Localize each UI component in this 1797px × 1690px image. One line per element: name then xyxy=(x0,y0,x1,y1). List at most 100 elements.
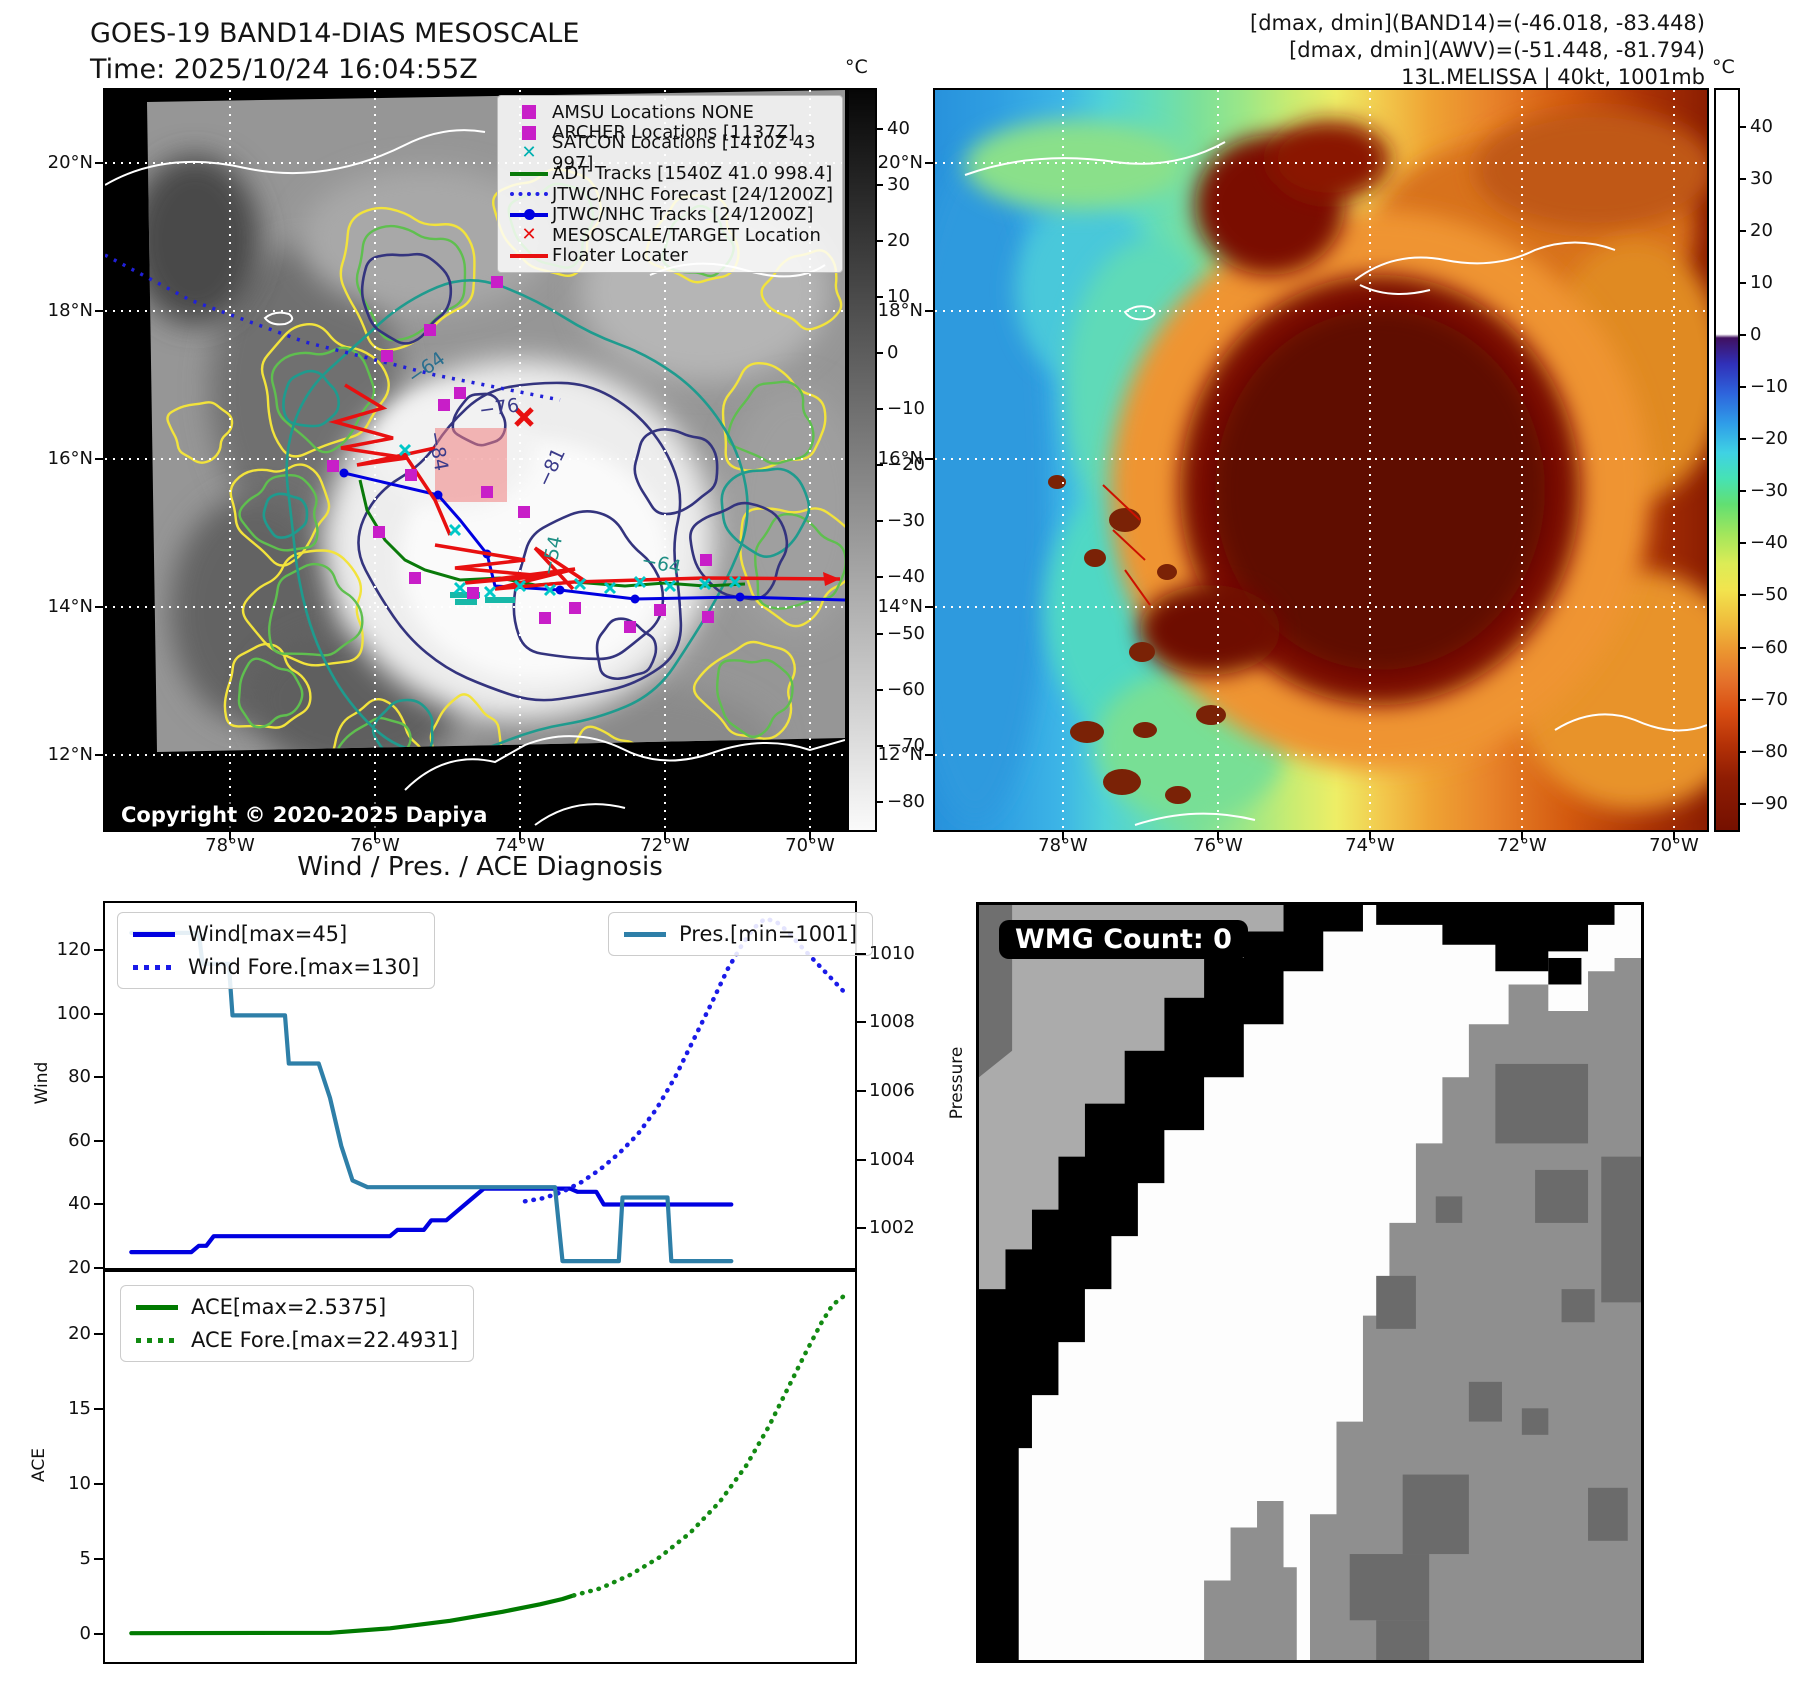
tick-label: 30 xyxy=(887,174,910,196)
tick-label: 12°N xyxy=(47,744,93,765)
floater-line-icon xyxy=(510,253,548,258)
tick-mark xyxy=(94,1407,105,1410)
tick-label: −10 xyxy=(887,398,925,420)
tick-mark xyxy=(875,240,883,243)
tick-mark xyxy=(855,1227,866,1230)
amsu-marker-icon xyxy=(522,105,536,120)
legend-item-wind: Wind[max=45] xyxy=(133,922,419,946)
tick-label: 16°N xyxy=(47,448,93,469)
tick-label: 74°W xyxy=(495,835,545,856)
tick-mark xyxy=(875,128,883,130)
tick-mark xyxy=(1521,830,1523,840)
mesoscale-target-box xyxy=(435,428,507,502)
legend-label: Pres.[min=1001] xyxy=(679,922,858,946)
tick-label: 1004 xyxy=(869,1148,915,1170)
legend-label: JTWC/NHC Tracks [24/1200Z] xyxy=(552,204,814,226)
tick-mark xyxy=(95,310,105,312)
tick-mark xyxy=(374,830,376,840)
tick-label: −80 xyxy=(1750,740,1788,762)
legend-label: ADT Tracks [1540Z 41.0 998.4] xyxy=(552,163,833,185)
tick-label: 10 xyxy=(1750,271,1773,293)
archer-location-markers xyxy=(327,276,714,633)
tick-mark xyxy=(855,952,866,955)
band14-colorbar-unit: °C xyxy=(845,56,868,78)
series-ace xyxy=(129,1593,576,1636)
storm-info: [dmax, dmin](BAND14)=(-46.018, -83.448) … xyxy=(1250,10,1705,91)
awv-colorbar-unit: °C xyxy=(1712,56,1735,78)
tick-mark xyxy=(1369,830,1371,840)
legend-item-floater: Floater Locater xyxy=(506,245,834,267)
ace-line-icon xyxy=(136,1304,178,1310)
tick-label: −20 xyxy=(1750,428,1788,450)
tick-label: 0 xyxy=(887,342,899,364)
tick-label: −70 xyxy=(887,734,925,756)
tick-label: 20 xyxy=(68,1322,91,1344)
tick-label: −30 xyxy=(1750,480,1788,502)
tick-mark xyxy=(1062,830,1064,840)
tick-label: 20 xyxy=(68,1257,91,1278)
tick-label: 70°W xyxy=(1649,835,1699,856)
band14-title: GOES-19 BAND14-DIAS MESOSCALE Time: 2025… xyxy=(90,16,579,88)
tick-label: 20°N xyxy=(877,152,923,173)
awv-coastlines xyxy=(964,141,1707,826)
tick-label: 0 xyxy=(1750,323,1762,345)
tick-label: −70 xyxy=(1750,688,1788,710)
tick-mark xyxy=(95,606,105,608)
tick-mark xyxy=(1217,830,1219,840)
series-ace-fore- xyxy=(571,1293,847,1598)
ace-axis-title: ACE xyxy=(29,1448,49,1482)
tick-label: 78°W xyxy=(1038,835,1088,856)
tick-label: −60 xyxy=(887,678,925,700)
awv-map xyxy=(933,88,1709,832)
tick-mark xyxy=(94,1139,105,1142)
title-line1: GOES-19 BAND14-DIAS MESOSCALE xyxy=(90,18,580,49)
tick-mark xyxy=(875,184,883,187)
tick-label: 10 xyxy=(68,1472,91,1494)
band14-legend: AMSU Locations NONE ARCHER Locations [11… xyxy=(497,95,843,273)
tick-label: 0 xyxy=(79,1622,91,1644)
tick-mark xyxy=(1738,386,1746,388)
legend-item-archer: ARCHER Locations [1137Z] xyxy=(506,122,834,143)
tick-label: 20°N xyxy=(47,152,93,173)
tick-mark xyxy=(875,800,883,803)
wind-legend: Wind[max=45] Wind Fore.[max=130] xyxy=(117,912,436,989)
tick-label: 10 xyxy=(887,286,910,308)
tick-mark xyxy=(94,949,105,952)
tick-mark xyxy=(1738,125,1746,128)
tick-mark xyxy=(875,632,883,635)
tick-label: −40 xyxy=(1750,532,1788,554)
tick-label: 70°W xyxy=(785,835,835,856)
diagnosis-title: Wind / Pres. / ACE Diagnosis xyxy=(297,852,663,882)
archer-marker-icon xyxy=(522,125,536,140)
legend-label: Wind[max=45] xyxy=(188,922,348,946)
forecast-line-icon xyxy=(510,192,548,197)
tick-mark xyxy=(855,1089,866,1092)
tick-mark xyxy=(1738,542,1746,545)
floater-arrowhead xyxy=(823,572,840,586)
wmg-count-badge: WMG Count: 0 xyxy=(999,920,1248,959)
tick-mark xyxy=(875,744,883,747)
series-wind xyxy=(129,1186,734,1255)
tick-label: 100 xyxy=(56,1002,91,1024)
tick-label: 16°N xyxy=(877,448,923,469)
tick-label: −40 xyxy=(887,566,925,588)
tick-label: 12°N xyxy=(877,744,923,765)
legend-label: Floater Locater xyxy=(552,245,688,267)
legend-item-mesoscale: ✕ MESOSCALE/TARGET Location xyxy=(506,225,834,246)
tracks-line-icon xyxy=(510,208,548,220)
tick-mark xyxy=(875,688,883,691)
legend-item-adt: ADT Tracks [1540Z 41.0 998.4] xyxy=(506,163,834,185)
tick-label: 120 xyxy=(56,939,91,961)
tick-label: 74°W xyxy=(1345,835,1395,856)
tick-label: −20 xyxy=(887,454,925,476)
tick-mark xyxy=(855,1158,866,1161)
awv-satellite-image xyxy=(935,90,1707,830)
tick-mark xyxy=(1738,646,1746,649)
tick-label: 30 xyxy=(1750,167,1773,189)
tick-mark xyxy=(875,296,883,299)
tick-mark xyxy=(1738,177,1746,180)
tick-label: 40 xyxy=(887,118,910,139)
tick-label: 20 xyxy=(887,230,910,252)
track-dot-icon xyxy=(524,208,535,220)
tick-label: −10 xyxy=(1750,376,1788,397)
